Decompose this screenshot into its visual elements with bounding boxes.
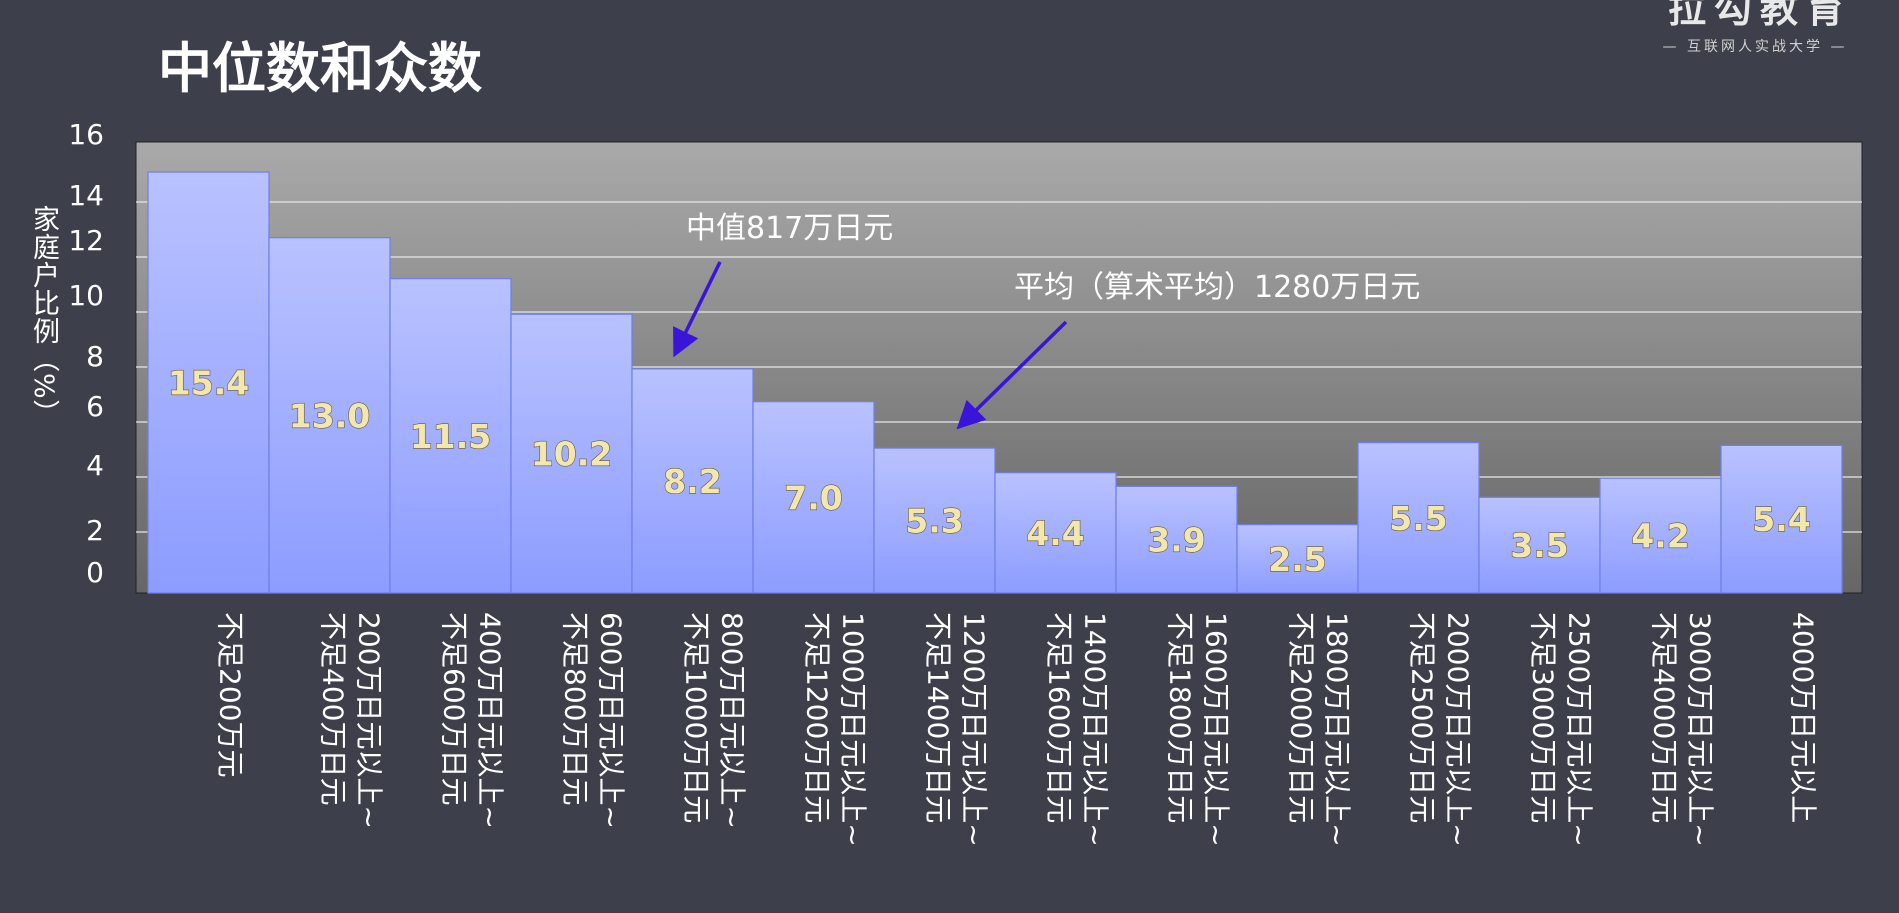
- x-tick-label: 400万日元以上~不足600万日元: [438, 612, 507, 829]
- y-tick-label: 8: [86, 340, 104, 373]
- x-tick-label-line: 不足800万日元: [559, 612, 592, 805]
- annotation-arrow: [956, 320, 1068, 430]
- x-tick-label-line: 不足200万元: [214, 612, 247, 777]
- bar: [268, 237, 391, 594]
- bar-value-label: 5.3: [905, 502, 963, 541]
- bar-value-label: 5.4: [1752, 500, 1810, 539]
- x-tick-label-line: 1800万日元以上~: [1321, 612, 1354, 847]
- bar: [994, 472, 1117, 594]
- bar-value-label: 10.2: [531, 435, 612, 474]
- x-tick-label: 2000万日元以上~不足2500万日元: [1406, 612, 1475, 847]
- x-tick-label-line: 3000万日元以上~: [1684, 612, 1717, 847]
- x-tick-label-line: 不足600万日元: [438, 612, 471, 805]
- x-tick-label-line: 不足2000万日元: [1285, 612, 1318, 823]
- bar-value-label: 5.5: [1389, 499, 1447, 538]
- x-tick-label: 3000万日元以上~不足4000万日元: [1648, 612, 1717, 847]
- bar: [752, 401, 875, 594]
- x-tick-label: 800万日元以上~不足1000万日元: [680, 612, 749, 829]
- x-tick-label-line: 不足1800万日元: [1164, 612, 1197, 823]
- bar: [1478, 496, 1601, 594]
- x-tick-label: 1400万日元以上~不足1600万日元: [1043, 612, 1112, 847]
- bar: [510, 313, 633, 594]
- x-tick-label-line: 600万日元以上~: [595, 612, 628, 829]
- bar: [1357, 442, 1480, 594]
- x-tick-label-line: 不足2500万日元: [1406, 612, 1439, 823]
- x-tick-label: 不足200万元: [214, 612, 247, 777]
- y-tick-label: 0: [86, 556, 104, 589]
- x-tick-label: 1800万日元以上~不足2000万日元: [1285, 612, 1354, 847]
- bar-value-label: 4.4: [1026, 514, 1084, 553]
- page-title: 中位数和众数: [158, 37, 482, 100]
- bar-value-label: 8.2: [663, 462, 721, 501]
- y-tick-label: 6: [86, 390, 104, 423]
- bar: [1599, 477, 1722, 594]
- x-tick-label-line: 不足3000万日元: [1527, 612, 1560, 823]
- x-tick-label-line: 2000万日元以上~: [1442, 612, 1475, 847]
- x-tick-label-line: 1400万日元以上~: [1079, 612, 1112, 847]
- x-tick-label-line: 200万日元以上~: [353, 612, 386, 829]
- bar: [389, 278, 512, 594]
- y-tick-label: 4: [86, 449, 104, 482]
- x-tick-label: 600万日元以上~不足800万日元: [559, 612, 628, 829]
- x-tick-label-line: 1200万日元以上~: [958, 612, 991, 847]
- y-tick-label: 10: [68, 279, 104, 312]
- logo-tagline: — 互联网人实战大学 —: [1662, 39, 1848, 55]
- bar-value-label: 13.0: [289, 396, 370, 435]
- bar-value-label: 7.0: [784, 478, 842, 517]
- x-tick-label-line: 不足1400万日元: [922, 612, 955, 823]
- annotation-arrow: [673, 261, 722, 358]
- x-tick-label: 1200万日元以上~不足1400万日元: [922, 612, 991, 847]
- bar-value-label: 3.9: [1147, 521, 1205, 560]
- x-tick-label-line: 不足1200万日元: [801, 612, 834, 823]
- x-tick-label-line: 800万日元以上~: [716, 612, 749, 829]
- x-tick-label: 1600万日元以上~不足1800万日元: [1164, 612, 1233, 847]
- bar-value-label: 11.5: [410, 417, 491, 456]
- x-tick-label-line: 2500万日元以上~: [1563, 612, 1596, 847]
- y-tick-label: 12: [68, 224, 104, 257]
- brand-logo: 拉勾教育 — 互联网人实战大学 —: [1640, 0, 1870, 60]
- x-tick-label-line: 4000万日元以上: [1787, 612, 1820, 823]
- bar: [873, 447, 996, 594]
- bar: [631, 368, 754, 594]
- x-tick-label: 2500万日元以上~不足3000万日元: [1527, 612, 1596, 847]
- annotation-label: 平均（算术平均）1280万日元: [1014, 270, 1420, 305]
- bar-value-label: 4.2: [1631, 517, 1689, 556]
- y-axis-label: 家庭户比例（%）: [28, 205, 59, 428]
- annotation-label: 中值817万日元: [686, 211, 893, 246]
- bar: [147, 171, 270, 594]
- x-tick-label-line: 400万日元以上~: [474, 612, 507, 829]
- bar: [1236, 524, 1359, 594]
- x-tick-label: 1000万日元以上~不足1200万日元: [801, 612, 870, 847]
- x-tick-label-line: 不足4000万日元: [1648, 612, 1681, 823]
- y-tick-label: 16: [68, 118, 104, 151]
- x-tick-label-line: 不足1600万日元: [1043, 612, 1076, 823]
- x-tick-label: 4000万日元以上: [1787, 612, 1820, 823]
- x-tick-label-line: 1600万日元以上~: [1200, 612, 1233, 847]
- x-tick-label: 200万日元以上~不足400万日元: [317, 612, 386, 829]
- y-tick-label: 2: [86, 514, 104, 547]
- bar-value-label: 2.5: [1268, 540, 1326, 579]
- x-tick-label-line: 不足400万日元: [317, 612, 350, 805]
- logo-main-text: 拉勾教育: [1667, 0, 1852, 31]
- y-tick-label: 14: [68, 179, 104, 212]
- bar: [1720, 444, 1843, 594]
- x-tick-label-line: 1000万日元以上~: [837, 612, 870, 847]
- bar-value-label: 15.4: [168, 364, 249, 403]
- bar-value-label: 3.5: [1510, 526, 1568, 565]
- x-tick-label-line: 不足1000万日元: [680, 612, 713, 823]
